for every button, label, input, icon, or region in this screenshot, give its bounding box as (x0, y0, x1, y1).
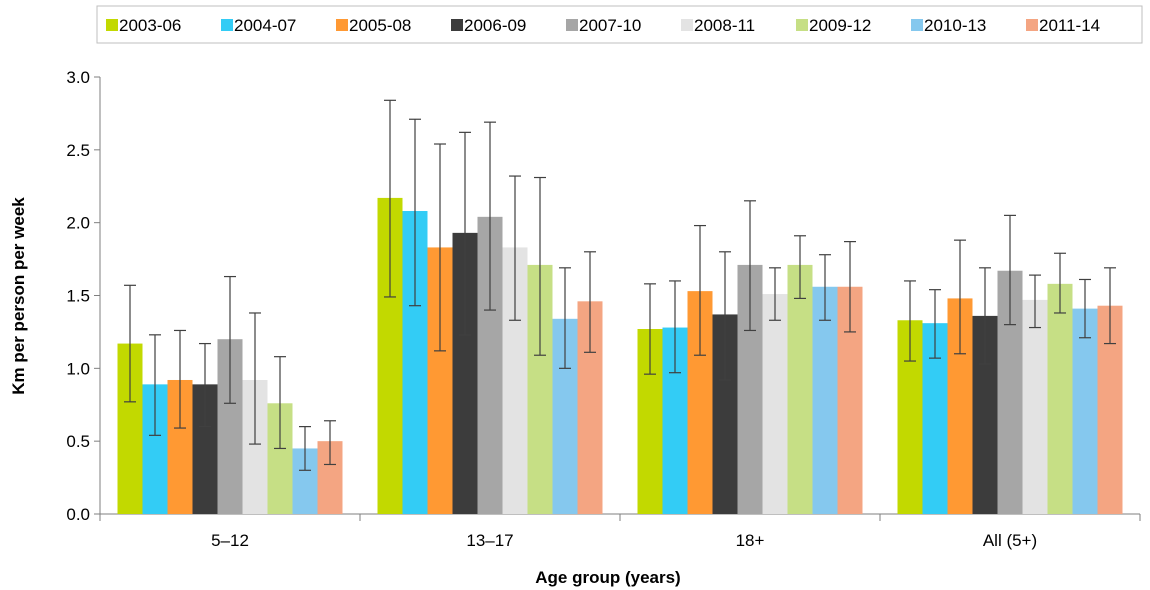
bar (1072, 308, 1098, 514)
y-tick-label: 1.5 (66, 287, 90, 306)
x-axis: 5–12 13–17 18+ All (5+) (99, 513, 1141, 550)
y-tick-label: 0.5 (66, 432, 90, 451)
error-bars (124, 99, 1116, 471)
y-axis: 0.0 0.5 1.0 1.5 2.0 2.5 3.0 (66, 68, 101, 524)
y-tick-label: 3.0 (66, 68, 90, 87)
legend-swatch (106, 19, 118, 31)
bars (117, 197, 1123, 515)
bar (1047, 283, 1073, 514)
y-tick-label: 2.0 (66, 214, 90, 233)
bar (762, 294, 788, 514)
x-tick-label: 18+ (736, 531, 765, 550)
legend-box (96, 5, 1143, 44)
legend-label: 2010-13 (924, 16, 986, 35)
legend-swatch (336, 19, 348, 31)
legend-label: 2008-11 (694, 16, 755, 35)
legend-swatch (221, 19, 233, 31)
bar (1022, 299, 1048, 514)
legend-label: 2003-06 (119, 16, 181, 35)
legend-swatch (451, 19, 463, 31)
x-tick-label: All (5+) (983, 531, 1037, 550)
x-tick-label: 13–17 (466, 531, 513, 550)
legend-label: 2004-07 (234, 16, 296, 35)
legend-swatch (566, 19, 578, 31)
y-axis-title: Km per person per week (9, 197, 28, 395)
legend-label: 2007-10 (579, 16, 641, 35)
legend-swatch (911, 19, 923, 31)
legend-swatch (796, 19, 808, 31)
legend-swatch (1026, 19, 1038, 31)
x-tick-label: 5–12 (211, 531, 249, 550)
legend: 2003-06 2004-07 2005-08 2006-09 2007-10 2008-… (106, 16, 1100, 35)
y-tick-label: 1.0 (66, 359, 90, 378)
legend-label: 2009-12 (809, 16, 871, 35)
x-axis-title: Age group (years) (535, 568, 680, 587)
legend-swatch (681, 19, 693, 31)
y-tick-label: 2.5 (66, 141, 90, 160)
y-tick-label: 0.0 (66, 505, 90, 524)
bar (787, 264, 813, 514)
legend-label: 2005-08 (349, 16, 411, 35)
legend-label: 2011-14 (1039, 16, 1100, 35)
legend-label: 2006-09 (464, 16, 526, 35)
bar (812, 286, 838, 514)
